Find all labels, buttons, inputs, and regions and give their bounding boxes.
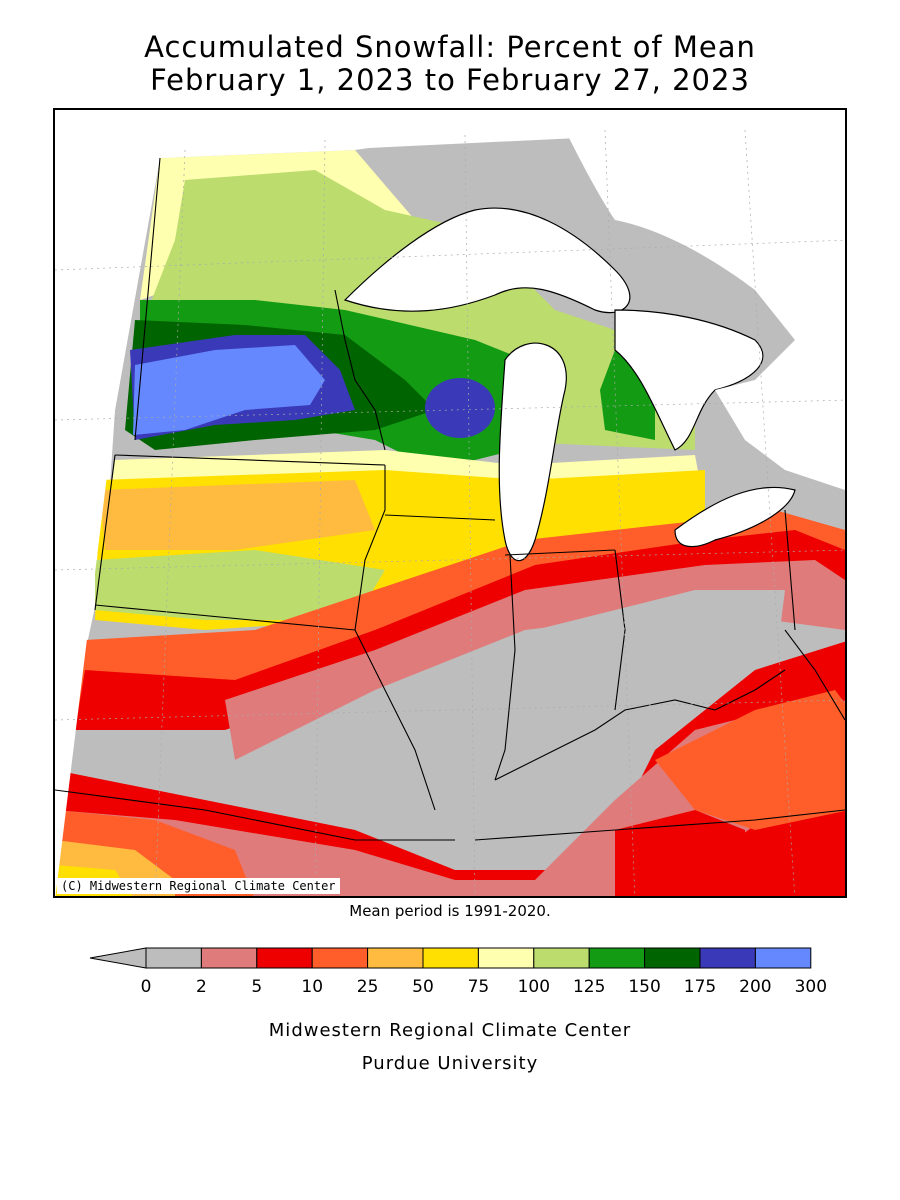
legend-bin-5-10 — [256, 947, 313, 969]
map-canvas — [55, 110, 845, 896]
map-title: Accumulated Snowfall: Percent of Mean — [144, 30, 756, 64]
legend-tick-label: 75 — [468, 977, 490, 997]
legend-ticks: 0 2 5 10 25 50 75 100 125 150 175 200 300 — [141, 977, 827, 997]
border-mo-il — [354, 629, 436, 811]
border-ky-tn — [474, 809, 845, 841]
legend-tick-label: 5 — [251, 977, 262, 997]
region-lightgreen-mid — [95, 550, 385, 620]
border-mi-in — [504, 549, 616, 556]
legend-tick-label: 200 — [739, 977, 771, 997]
border-ia-mo — [94, 604, 356, 631]
map-date-range: February 1, 2023 to February 27, 2023 — [150, 63, 750, 97]
snowfall-map — [53, 108, 847, 898]
border-il-in — [494, 554, 516, 781]
region-none-center — [235, 590, 785, 850]
legend-tick-label: 100 — [518, 977, 550, 997]
lake-huron — [614, 309, 764, 451]
state-borders — [55, 157, 845, 841]
lake-superior — [343, 207, 631, 314]
border-ia-il — [354, 465, 386, 631]
legend-tick-label: 10 — [301, 977, 323, 997]
border-in-ky — [494, 699, 716, 781]
border-in-oh — [614, 549, 626, 711]
legend-bin-125-150 — [588, 947, 646, 969]
region-purple-wi — [425, 378, 495, 438]
legend-bin-100-125 — [533, 947, 590, 969]
legend-tick-label: 125 — [573, 977, 605, 997]
canada-white — [555, 110, 845, 490]
legend-tick-label: 50 — [412, 977, 434, 997]
legend-bin-200-300 — [754, 947, 812, 969]
legend-tick-label: 175 — [684, 977, 716, 997]
footer-university: Purdue University — [361, 1053, 539, 1074]
legend-tick-label: 300 — [795, 977, 827, 997]
border-wi-il — [384, 514, 496, 521]
legend-tick-label: 2 — [196, 977, 207, 997]
graticule — [55, 129, 845, 896]
legend-bin-25-50 — [367, 947, 424, 969]
border-mn-wi — [334, 289, 386, 451]
legend-bin-2-5 — [200, 947, 258, 969]
mean-period-note: Mean period is 1991-2020. — [349, 902, 551, 920]
lake-erie — [674, 486, 796, 548]
border-mo-ar — [55, 789, 455, 841]
border-ia-ne — [94, 454, 116, 611]
lake-michigan — [498, 342, 567, 562]
region-red-ky — [615, 810, 745, 896]
legend-tick-label: 150 — [628, 977, 660, 997]
legend-bin-150-175 — [644, 947, 701, 969]
legend-tick-label: 25 — [357, 977, 379, 997]
legend-bins — [89, 947, 812, 969]
region-orange-south — [655, 690, 845, 830]
north-white — [55, 110, 845, 896]
border-mn-ia — [114, 454, 386, 466]
copyright-label: (C) Midwestern Regional Climate Center — [57, 878, 340, 894]
footer-organization: Midwestern Regional Climate Center — [268, 1020, 632, 1041]
legend-under-arrow — [89, 947, 147, 969]
legend-bin-0-2 — [145, 947, 202, 969]
legend-bin-50-75 — [422, 947, 479, 969]
region-lightorange-mid — [100, 480, 375, 550]
border-mn-nd — [134, 157, 161, 441]
border-oh-pa — [784, 509, 796, 631]
legend-bin-75-100 — [477, 947, 535, 969]
legend-bin-10-25 — [311, 947, 369, 969]
region-blue — [133, 345, 325, 435]
legend-bin-175-200 — [699, 947, 756, 969]
color-legend: 0 2 5 10 25 50 75 100 125 150 175 200 300 — [89, 947, 827, 997]
legend-tick-label: 0 — [141, 977, 152, 997]
border-wv — [784, 629, 845, 721]
